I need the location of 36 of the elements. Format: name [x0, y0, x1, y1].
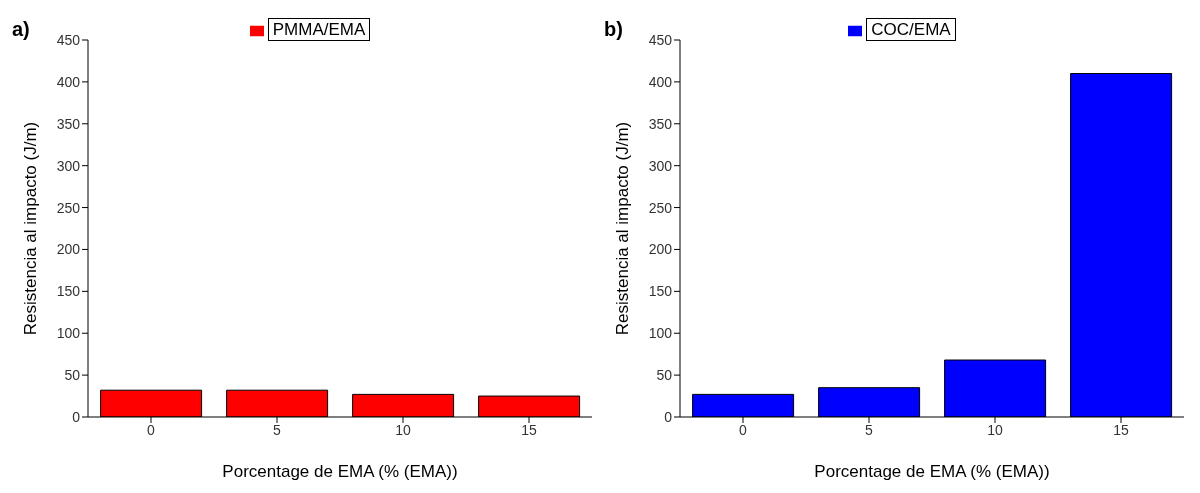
- y-tick-label: 450: [56, 31, 81, 48]
- x-axis-title: Porcentage de EMA (% (EMA)): [222, 462, 458, 482]
- y-tick-label: 450: [648, 31, 673, 48]
- y-tick-label: 350: [56, 115, 81, 132]
- x-tick-label: 5: [865, 421, 874, 438]
- y-tick-label: 100: [56, 325, 81, 342]
- x-tick-label: 0: [147, 421, 156, 438]
- y-tick-label: 250: [648, 199, 673, 216]
- y-tick-label: 300: [648, 157, 673, 174]
- y-tick-label: 200: [648, 241, 673, 258]
- chart-title: a): [12, 18, 30, 41]
- x-axis-title: Porcentage de EMA (% (EMA)): [814, 462, 1050, 482]
- y-tick-label: 150: [56, 283, 81, 300]
- y-tick-label: 200: [56, 241, 81, 258]
- legend-label: PMMA/EMA: [267, 18, 371, 41]
- y-tick-label: 350: [648, 115, 673, 132]
- y-tick-label: 50: [656, 367, 673, 384]
- y-tick-label: 0: [664, 408, 673, 425]
- y-axis-title: Resistencia al impacto (J/m): [21, 121, 41, 336]
- y-tick-label: 50: [64, 367, 81, 384]
- x-tick-label: 10: [987, 421, 1003, 438]
- legend-label: COC/EMA: [866, 18, 956, 41]
- y-tick-label: 400: [648, 73, 673, 90]
- y-tick-label: 250: [56, 199, 81, 216]
- y-tick-label: 300: [56, 157, 81, 174]
- x-tick-label: 0: [739, 421, 748, 438]
- y-tick-label: 150: [648, 283, 673, 300]
- x-tick-label: 10: [395, 421, 411, 438]
- y-tick-label: 100: [648, 325, 673, 342]
- y-tick-label: 400: [56, 73, 81, 90]
- chart-title: b): [604, 18, 623, 41]
- x-tick-label: 15: [521, 421, 537, 438]
- x-tick-label: 5: [273, 421, 282, 438]
- y-axis-title: Resistencia al impacto (J/m): [613, 121, 633, 336]
- y-tick-label: 0: [72, 408, 81, 425]
- x-tick-label: 15: [1113, 421, 1129, 438]
